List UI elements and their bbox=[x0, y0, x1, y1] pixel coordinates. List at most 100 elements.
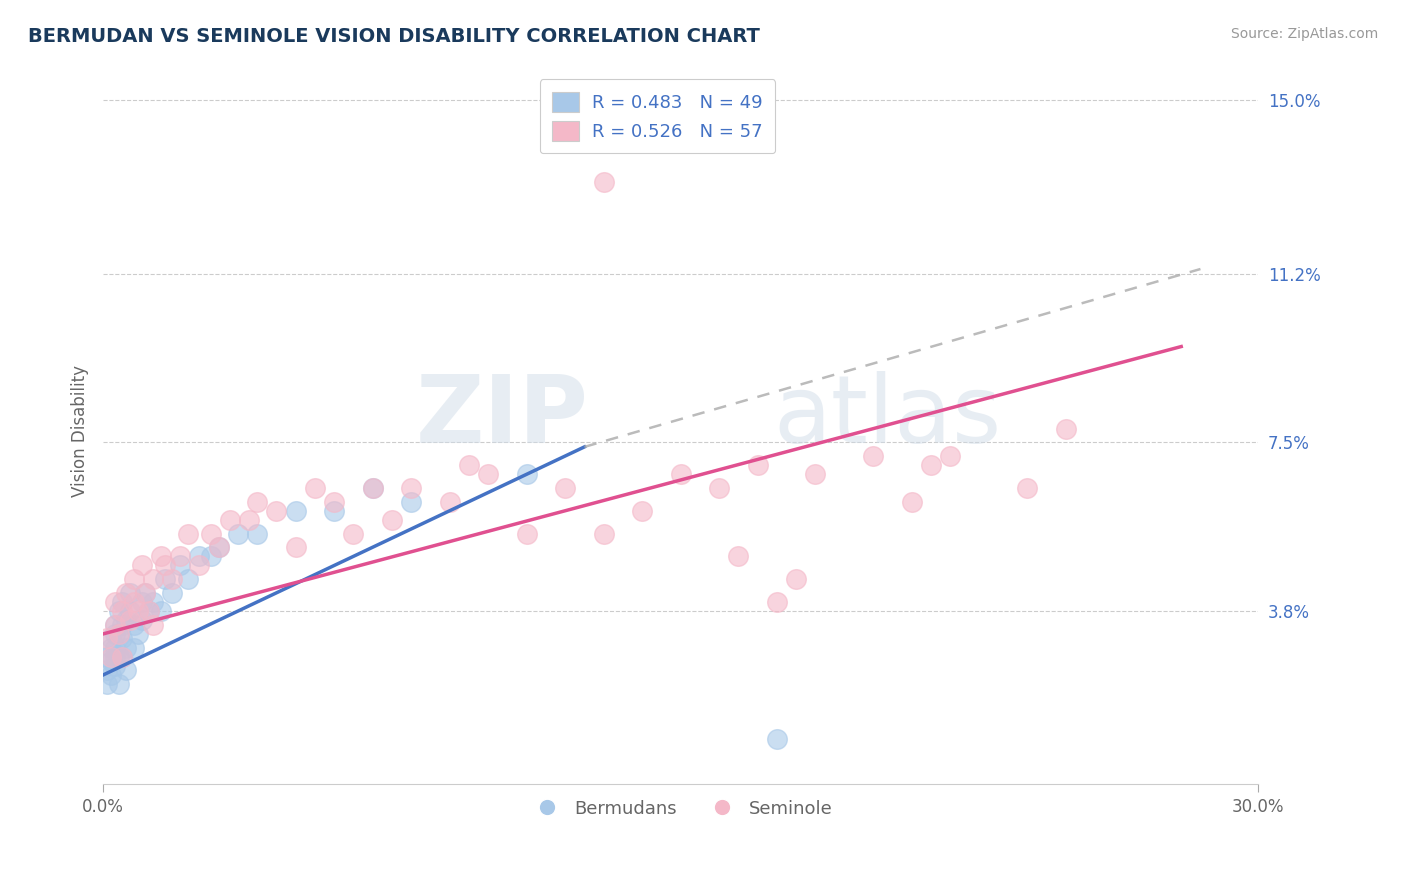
Point bbox=[177, 572, 200, 586]
Point bbox=[439, 494, 461, 508]
Point bbox=[104, 617, 127, 632]
Point bbox=[104, 658, 127, 673]
Text: ZIP: ZIP bbox=[415, 371, 588, 463]
Point bbox=[766, 731, 789, 746]
Point bbox=[120, 613, 142, 627]
Point bbox=[153, 558, 176, 573]
Point bbox=[100, 632, 122, 646]
Point bbox=[153, 572, 176, 586]
Point bbox=[115, 640, 138, 655]
Point bbox=[477, 467, 499, 482]
Point bbox=[516, 467, 538, 482]
Point bbox=[939, 449, 962, 463]
Point bbox=[127, 604, 149, 618]
Text: Source: ZipAtlas.com: Source: ZipAtlas.com bbox=[1230, 27, 1378, 41]
Point bbox=[323, 494, 346, 508]
Point bbox=[266, 504, 288, 518]
Point bbox=[122, 617, 145, 632]
Point bbox=[131, 558, 153, 573]
Point bbox=[1054, 422, 1077, 436]
Point bbox=[138, 604, 160, 618]
Point bbox=[100, 654, 122, 668]
Point bbox=[304, 481, 326, 495]
Point bbox=[238, 513, 260, 527]
Point bbox=[592, 526, 614, 541]
Point bbox=[900, 494, 922, 508]
Point bbox=[111, 649, 134, 664]
Point bbox=[104, 617, 127, 632]
Point bbox=[200, 526, 222, 541]
Point bbox=[246, 494, 269, 508]
Point bbox=[96, 632, 118, 646]
Point bbox=[111, 617, 134, 632]
Point bbox=[516, 526, 538, 541]
Point bbox=[111, 632, 134, 646]
Y-axis label: Vision Disability: Vision Disability bbox=[72, 365, 89, 497]
Text: BERMUDAN VS SEMINOLE VISION DISABILITY CORRELATION CHART: BERMUDAN VS SEMINOLE VISION DISABILITY C… bbox=[28, 27, 761, 45]
Point bbox=[100, 668, 122, 682]
Point bbox=[142, 617, 165, 632]
Point bbox=[284, 541, 307, 555]
Point bbox=[104, 627, 127, 641]
Point bbox=[107, 627, 129, 641]
Point bbox=[284, 504, 307, 518]
Point bbox=[709, 481, 731, 495]
Point bbox=[804, 467, 827, 482]
Point bbox=[134, 586, 156, 600]
Point bbox=[1017, 481, 1039, 495]
Point bbox=[131, 595, 153, 609]
Point bbox=[727, 549, 749, 564]
Point bbox=[111, 649, 134, 664]
Point bbox=[107, 627, 129, 641]
Point bbox=[107, 677, 129, 691]
Point bbox=[208, 541, 231, 555]
Point bbox=[142, 572, 165, 586]
Point bbox=[122, 640, 145, 655]
Point bbox=[785, 572, 807, 586]
Point bbox=[96, 677, 118, 691]
Point bbox=[361, 481, 384, 495]
Point bbox=[104, 595, 127, 609]
Point bbox=[169, 558, 191, 573]
Point bbox=[200, 549, 222, 564]
Point bbox=[115, 586, 138, 600]
Point bbox=[96, 649, 118, 664]
Point bbox=[134, 586, 156, 600]
Legend: Bermudans, Seminole: Bermudans, Seminole bbox=[522, 792, 839, 825]
Point bbox=[138, 604, 160, 618]
Point bbox=[111, 604, 134, 618]
Point bbox=[96, 664, 118, 678]
Point bbox=[399, 494, 422, 508]
Point bbox=[920, 458, 942, 472]
Point bbox=[127, 627, 149, 641]
Point bbox=[122, 595, 145, 609]
Point bbox=[381, 513, 404, 527]
Point bbox=[226, 526, 249, 541]
Point bbox=[361, 481, 384, 495]
Point bbox=[120, 604, 142, 618]
Point bbox=[458, 458, 481, 472]
Point bbox=[188, 549, 211, 564]
Point bbox=[122, 572, 145, 586]
Point bbox=[149, 604, 172, 618]
Point bbox=[131, 613, 153, 627]
Point bbox=[399, 481, 422, 495]
Point bbox=[862, 449, 884, 463]
Point bbox=[107, 649, 129, 664]
Point bbox=[342, 526, 364, 541]
Point bbox=[219, 513, 242, 527]
Point bbox=[177, 526, 200, 541]
Point bbox=[554, 481, 576, 495]
Point bbox=[115, 613, 138, 627]
Point bbox=[104, 640, 127, 655]
Point bbox=[246, 526, 269, 541]
Point bbox=[162, 572, 184, 586]
Point bbox=[631, 504, 654, 518]
Point bbox=[188, 558, 211, 573]
Point bbox=[669, 467, 692, 482]
Point bbox=[747, 458, 769, 472]
Point bbox=[169, 549, 191, 564]
Point bbox=[107, 604, 129, 618]
Point bbox=[323, 504, 346, 518]
Point bbox=[100, 640, 122, 655]
